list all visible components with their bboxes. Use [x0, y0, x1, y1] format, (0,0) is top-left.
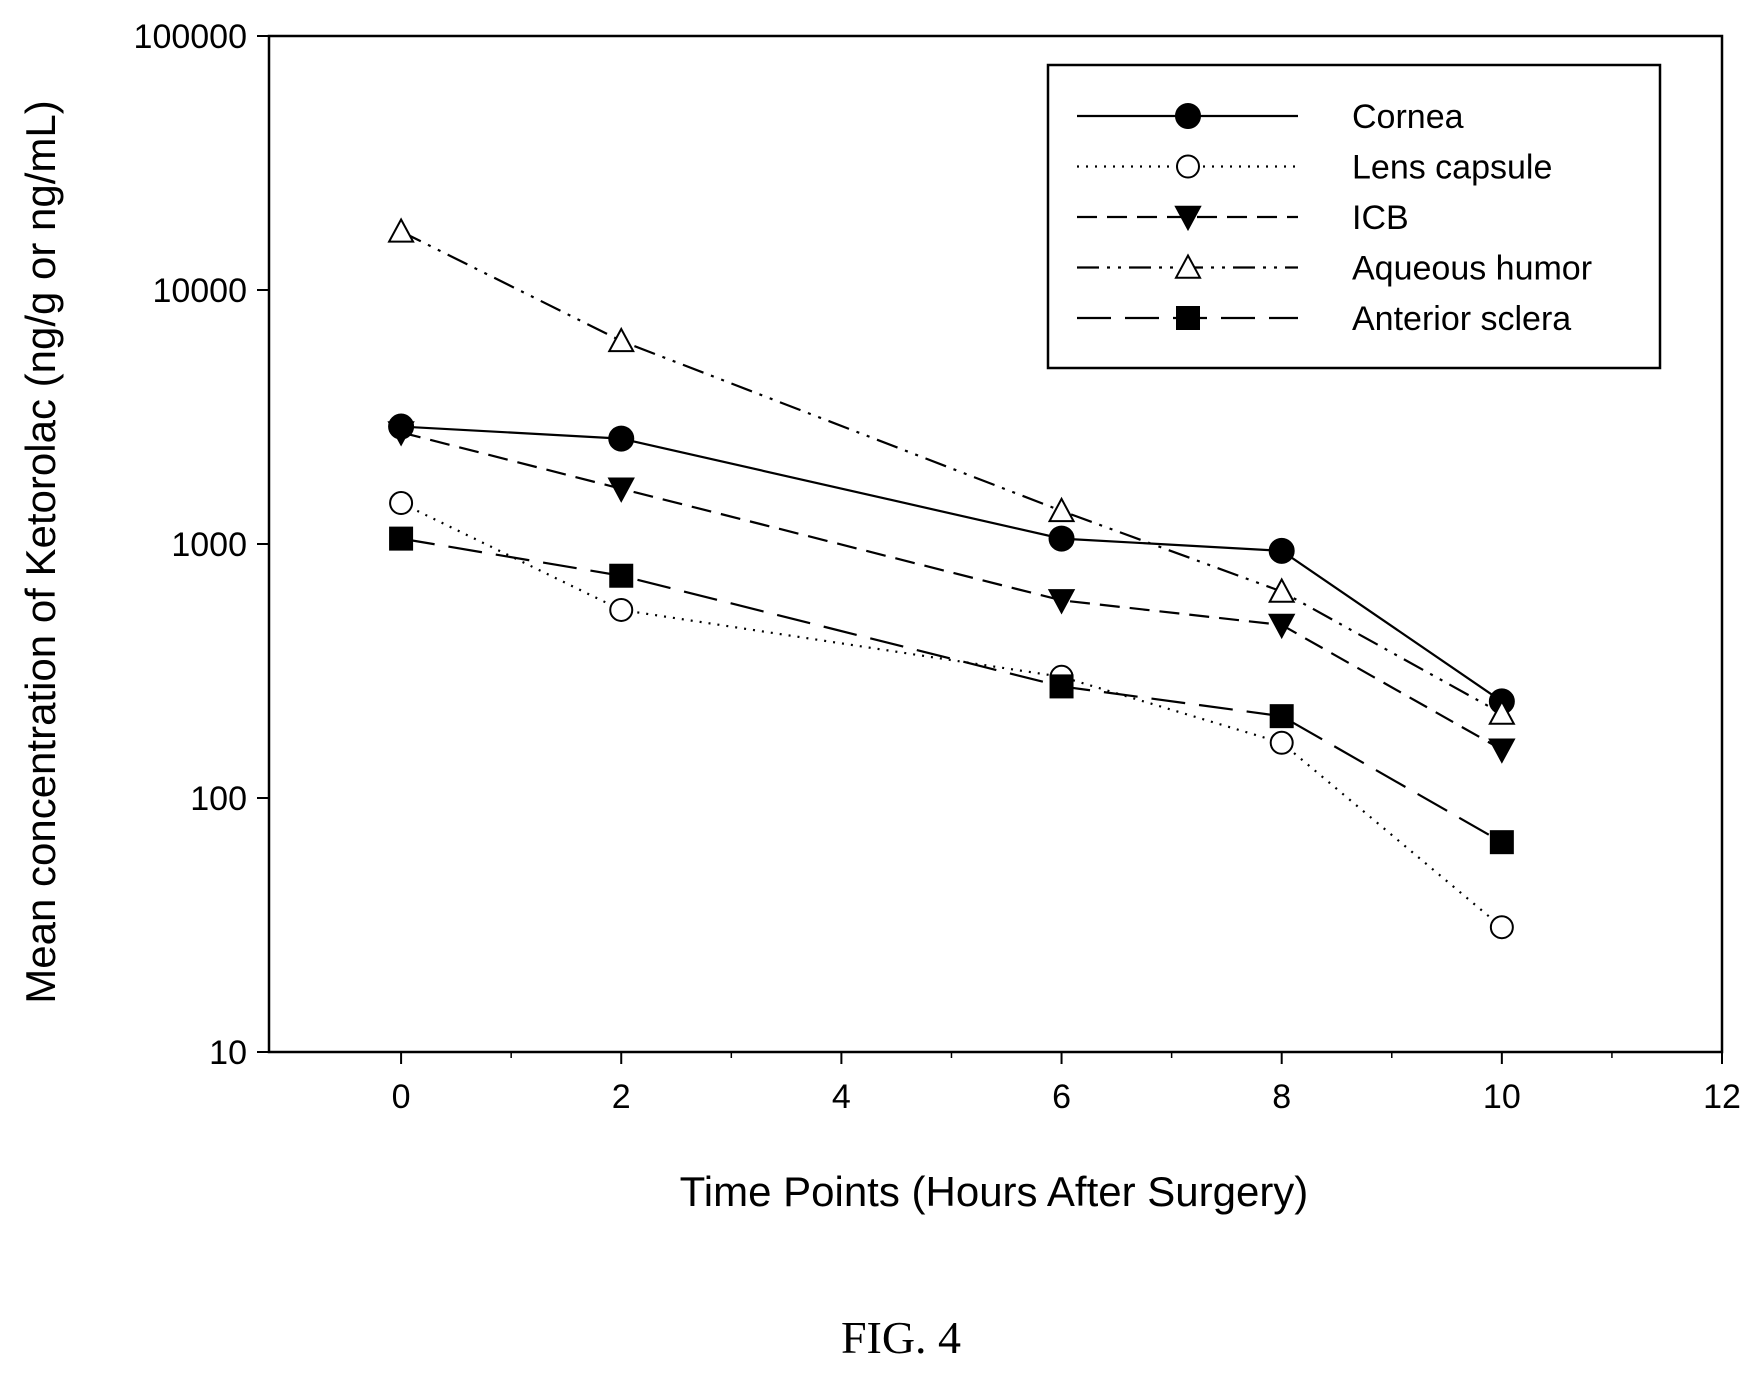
data-point [389, 491, 414, 516]
x-tick-label: 10 [1483, 1078, 1521, 1116]
data-point [387, 217, 415, 243]
x-tick-label: 8 [1272, 1078, 1291, 1116]
legend-label: Cornea [1352, 98, 1464, 136]
data-point [1488, 738, 1516, 764]
data-point [1049, 674, 1074, 699]
data-point [608, 425, 635, 452]
series-lens-capsule [389, 491, 1514, 940]
legend-label: Anterior sclera [1352, 300, 1571, 338]
series-aqueous-humor [387, 217, 1516, 725]
data-point [1489, 915, 1514, 940]
legend-item: Cornea [1077, 98, 1464, 136]
data-point [609, 597, 634, 622]
x-tick-label: 0 [392, 1078, 411, 1116]
legend-item: ICB [1077, 199, 1409, 237]
figure-caption: FIG. 4 [841, 1312, 961, 1363]
data-point [387, 421, 415, 447]
series-line [400, 537, 1503, 844]
data-point [607, 477, 635, 503]
series-icb [387, 421, 1516, 764]
y-tick-label: 10 [209, 1034, 247, 1072]
legend-swatch-marker [1176, 154, 1200, 179]
legend-swatch-marker [1175, 103, 1201, 129]
legend-item: Anterior sclera [1077, 300, 1571, 338]
data-point [1269, 730, 1294, 755]
y-tick-label: 1000 [171, 526, 247, 564]
data-point [1269, 704, 1294, 729]
data-point [607, 326, 635, 353]
legend-label: Lens capsule [1352, 149, 1552, 187]
data-point [1047, 496, 1076, 523]
y-tick-label: 10000 [152, 272, 247, 310]
legend-item: Lens capsule [1077, 149, 1552, 187]
x-tick-label: 6 [1052, 1078, 1071, 1116]
data-point [1047, 589, 1076, 615]
x-tick-label: 2 [612, 1078, 631, 1116]
data-point [1489, 830, 1514, 855]
data-point [1268, 613, 1296, 640]
x-tick-label: 4 [832, 1078, 851, 1116]
data-point [609, 563, 634, 588]
data-point [1488, 699, 1516, 725]
y-axis-title: Mean concentration of Ketorolac (ng/g or… [17, 100, 64, 1004]
y-tick-label: 100 [190, 780, 247, 818]
data-point [389, 526, 414, 551]
series-line [400, 431, 1503, 751]
series-line [401, 425, 1503, 703]
data-point [1268, 577, 1296, 603]
series-anterior-sclera [389, 526, 1514, 855]
legend-item: Aqueous humor [1077, 250, 1592, 288]
x-tick-label: 12 [1703, 1078, 1741, 1116]
x-axis-title: Time Points (Hours After Surgery) [680, 1168, 1309, 1215]
legend: Cornea Lens capsule ICB Aqueous humor Anteri… [1046, 63, 1662, 370]
series-line [400, 502, 1503, 929]
legend-label: ICB [1352, 199, 1409, 237]
legend-swatch-marker [1176, 306, 1200, 330]
data-point [1048, 525, 1075, 552]
y-tick-label: 100000 [134, 18, 247, 56]
legend-swatch-marker [1174, 205, 1202, 232]
data-point [1268, 537, 1295, 564]
legend-swatch-marker [1174, 253, 1202, 279]
legend-label: Aqueous humor [1352, 250, 1592, 288]
